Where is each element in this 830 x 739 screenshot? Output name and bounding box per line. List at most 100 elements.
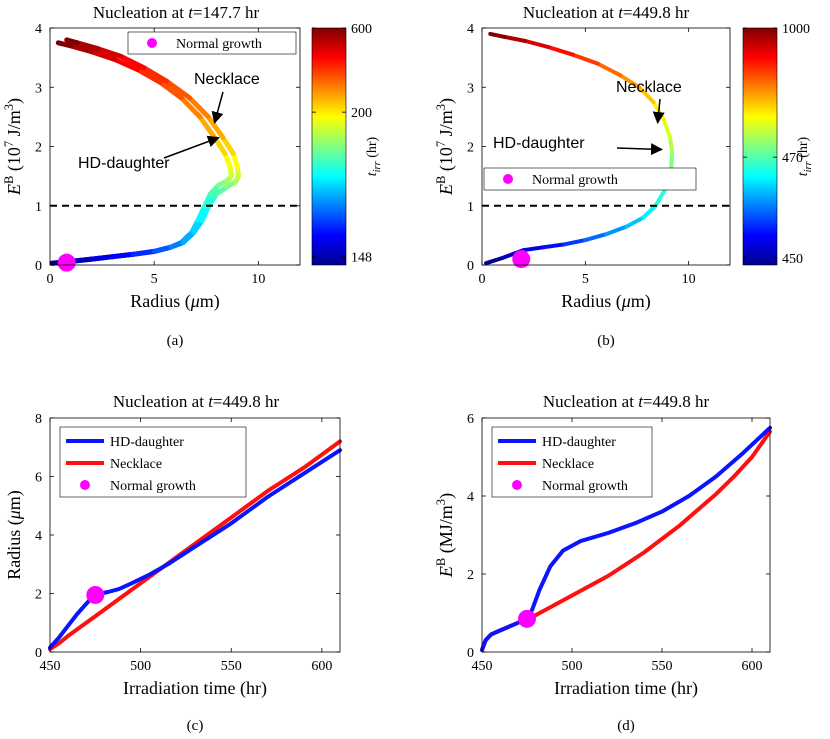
chart-title-part: t [188, 3, 194, 22]
x-axis-label: Irradiation time (hr) [554, 678, 698, 699]
chart-title-part: =147.7 hr [193, 3, 260, 22]
series-combined-segment [618, 73, 642, 90]
legend-marker-normal-growth [503, 174, 513, 184]
series-necklace-segment [187, 95, 211, 120]
series-combined-segment [653, 186, 668, 208]
colorbar-tick-label: 470 [782, 151, 803, 166]
chart-title: Nucleation at t=449.8 hr [113, 392, 280, 411]
chart-title: Nucleation at t=147.7 hr [93, 3, 260, 22]
y-axis-label-part: μ [4, 510, 24, 520]
y-tick-label: 2 [467, 568, 474, 583]
series-combined-segment [488, 31, 507, 39]
series-necklace-segment [130, 248, 157, 257]
x-axis-label: Irradiation time (hr) [123, 678, 267, 699]
x-tick-label: 450 [472, 659, 493, 674]
y-tick-label: 6 [467, 412, 474, 427]
x-axis-label-part: μ [190, 291, 200, 311]
series-combined-segment [570, 52, 600, 66]
x-axis-label-part: m) [631, 291, 651, 312]
series-necklace-segment [141, 65, 170, 84]
legend-label-normal-growth: Normal growth [542, 479, 628, 494]
y-tick-label: 1 [467, 200, 474, 215]
y-axis-label-part: 7 [2, 141, 16, 147]
panel-label: (c) [187, 718, 204, 734]
series-combined-segment [521, 245, 546, 253]
series-hd-daughter-segment [157, 80, 184, 101]
x-tick-label: 550 [652, 659, 673, 674]
series-combined-segment [624, 215, 646, 229]
series-necklace-segment [95, 46, 124, 59]
panel-d: Nucleation at t=449.8 hr (d) Irradiation t… [434, 392, 772, 734]
colorbar-label-part: (hr) [796, 136, 811, 161]
y-tick-label: 4 [35, 22, 42, 37]
panel-a: Nucleation at t=147.7 hr(a)Radius (μm)EB… [2, 3, 383, 349]
series-line-hd-daughter [48, 448, 342, 650]
series-combined-segment [523, 39, 551, 49]
x-tick-label: 600 [311, 659, 332, 674]
y-axis-label-part: ) [436, 98, 457, 104]
series-hd-daughter-segment [135, 67, 163, 85]
y-tick-label: 6 [35, 471, 42, 486]
colorbar-label-part: irr [372, 160, 383, 172]
series-hd-daughter-segment [68, 43, 95, 55]
series-combined-segment [546, 45, 575, 57]
y-axis-label-part: E [436, 184, 456, 196]
x-tick-label: 0 [47, 272, 54, 287]
x-axis-label-part: m) [200, 291, 220, 312]
chart-title-part: Nucleation at [113, 392, 208, 411]
legend-marker-normal-growth [512, 480, 522, 490]
normal-growth-marker [57, 253, 76, 272]
y-tick-label: 1 [35, 200, 42, 215]
chart-title: Nucleation at t=449.8 hr [543, 392, 710, 411]
annotation-arrow [163, 135, 220, 159]
colorbar [311, 27, 347, 266]
plot-area [482, 31, 730, 269]
series-necklace-segment [110, 251, 136, 260]
series-line-hd-daughter [480, 425, 772, 652]
series-necklace-segment [74, 40, 101, 52]
annotation-necklace: Necklace [616, 79, 682, 96]
legend-label-necklace: Necklace [110, 457, 162, 472]
y-tick-label: 0 [35, 646, 42, 661]
x-axis-label-part: Irradiation time (hr) [554, 678, 698, 699]
y-axis-label-part: 3 [434, 104, 448, 110]
legend-label-normal-growth: Normal growth [110, 479, 196, 494]
panel-label: (d) [617, 718, 635, 734]
legend-box [127, 31, 297, 55]
y-axis-label-part: J/m [436, 110, 456, 141]
y-axis-label-part: 3 [434, 499, 448, 505]
series-necklace-segment [64, 37, 80, 46]
chart-title-part: Nucleation at [93, 3, 188, 22]
y-axis-label-part: B [434, 558, 448, 566]
annotation-hd-daughter: HD-daughter [78, 155, 170, 172]
series-necklace-segment [118, 53, 147, 71]
legend-marker-normal-growth [147, 38, 157, 48]
x-tick-label: 5 [151, 272, 158, 287]
y-axis-label-part: Radius ( [4, 519, 25, 580]
series-combined-segment [595, 61, 623, 78]
normal-growth-marker [518, 609, 536, 628]
y-tick-label: 2 [35, 141, 42, 156]
annotation-arrow [211, 91, 224, 124]
series-necklace-segment [89, 254, 115, 262]
y-tick-label: 8 [35, 412, 42, 427]
legend-label-normal-growth: Normal growth [176, 37, 262, 52]
series-hd-daughter-segment [197, 114, 218, 141]
x-tick-label: 500 [130, 659, 151, 674]
x-axis-label-part: μ [621, 291, 631, 311]
x-tick-label: 550 [221, 659, 242, 674]
series-combined-segment [542, 242, 567, 250]
legend-label-hd-daughter: HD-daughter [110, 435, 184, 450]
y-tick-label: 4 [35, 529, 42, 544]
chart-title-part: Nucleation at [543, 392, 638, 411]
y-axis-label-part: m) [4, 490, 25, 510]
series-necklace-segment [205, 191, 220, 210]
plot-background [50, 28, 300, 265]
series-combined-segment [641, 203, 658, 220]
x-axis-label-part: Radius ( [130, 291, 191, 312]
y-axis-label-part: 3 [2, 104, 16, 110]
y-axis-label-part: J/m [4, 110, 24, 141]
x-axis-label-part: Radius ( [561, 291, 622, 312]
normal-growth-marker [86, 585, 105, 604]
series-combined-segment [484, 255, 505, 266]
